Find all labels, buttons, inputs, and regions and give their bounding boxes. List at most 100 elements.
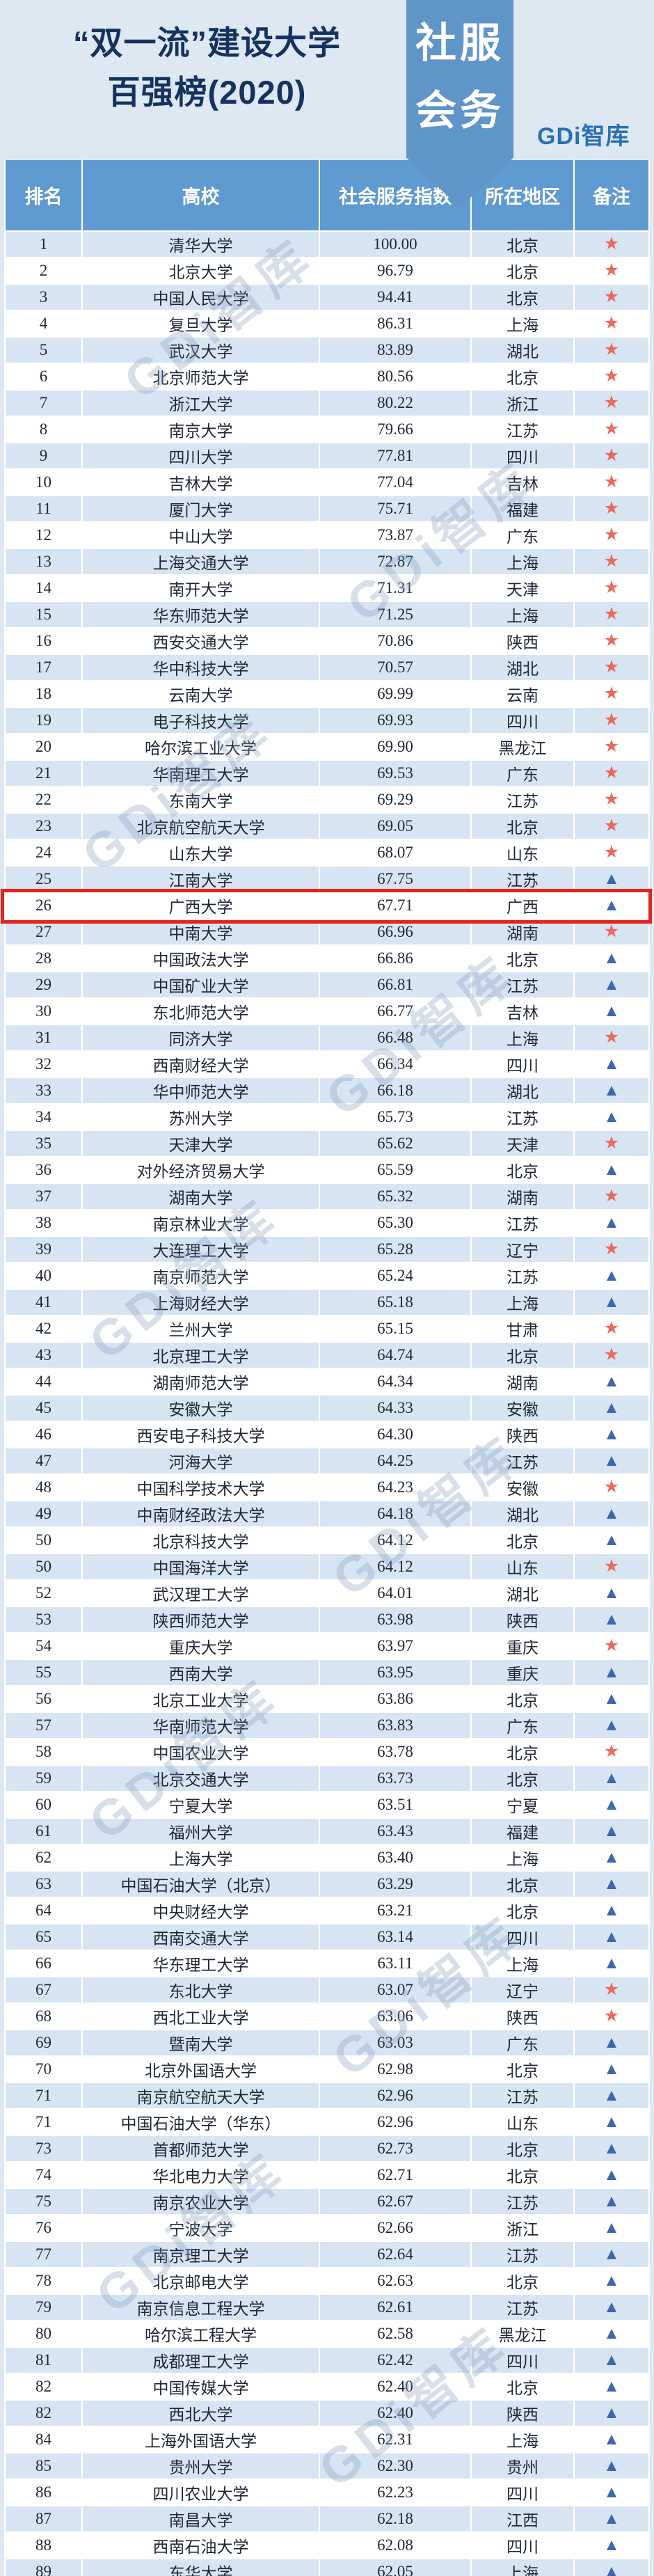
region-cell: 广东 [472,761,575,787]
table-row: 55 西南大学 63.95 重庆 ▲ [4,1660,650,1686]
score-cell: 77.81 [320,443,472,470]
star-icon: ★ [603,1240,620,1258]
university-cell: 南昌大学 [83,2506,320,2533]
university-cell: 贵州大学 [83,2453,320,2480]
region-cell: 湖北 [472,1078,575,1105]
region-cell: 上海 [472,2427,575,2453]
note-cell: ★ [575,655,650,681]
score-cell: 69.93 [320,708,472,734]
university-cell: 东北大学 [83,1977,320,2004]
rank-cell: 71 [4,2083,83,2110]
rank-cell: 71 [4,2110,83,2136]
university-cell: 云南大学 [83,681,320,708]
star-icon: ★ [603,764,620,782]
note-cell: ▲ [575,893,650,919]
triangle-icon: ▲ [603,1161,620,1179]
table-row: 46 西安电子科技大学 64.30 陕西 ▲ [4,1422,650,1448]
university-cell: 山东大学 [83,840,320,867]
table-row: 88 西南石油大学 62.08 四川 ▲ [4,2533,650,2559]
note-cell: ▲ [575,2030,650,2057]
note-cell: ★ [575,1977,650,2004]
university-cell: 哈尔滨工程大学 [83,2321,320,2348]
table-row: 45 安徽大学 64.33 安徽 ▲ [4,1396,650,1422]
score-cell: 64.33 [320,1396,472,1422]
table-row: 10 吉林大学 77.04 吉林 ★ [4,470,650,496]
university-cell: 西南大学 [83,1660,320,1686]
university-cell: 大连理工大学 [83,1237,320,1263]
triangle-icon: ▲ [603,1055,620,1073]
note-cell: ▲ [575,2427,650,2453]
column-header-rank: 排名 [4,160,83,232]
university-cell: 福州大学 [83,1819,320,1845]
score-cell: 62.08 [320,2533,472,2559]
score-cell: 64.34 [320,1369,472,1396]
rank-cell: 23 [4,814,83,840]
note-cell: ▲ [575,2136,650,2163]
university-cell: 华东理工大学 [83,1951,320,1977]
rank-cell: 38 [4,1210,83,1237]
note-cell: ★ [575,311,650,338]
rank-cell: 1 [4,232,83,258]
note-cell: ▲ [575,1422,650,1448]
note-cell: ▲ [575,2506,650,2533]
triangle-icon: ▲ [603,1822,620,1840]
table-row: 60 宁夏大学 63.51 宁夏 ▲ [4,1792,650,1819]
rank-cell: 24 [4,840,83,867]
page-title-line1: “双一流”建设大学 [73,24,341,61]
region-cell: 四川 [472,443,575,470]
university-cell: 北京科技大学 [83,1528,320,1554]
region-cell: 四川 [472,2480,575,2506]
score-cell: 62.98 [320,2057,472,2083]
table-row: 39 大连理工大学 65.28 辽宁 ★ [4,1237,650,1263]
triangle-icon: ▲ [603,1954,620,1973]
region-cell: 江西 [472,2506,575,2533]
rank-cell: 42 [4,1316,83,1343]
star-icon: ★ [603,340,620,359]
triangle-icon: ▲ [603,1373,620,1391]
university-cell: 中南大学 [83,919,320,946]
triangle-icon: ▲ [603,1796,620,1814]
note-cell: ▲ [575,1263,650,1290]
university-cell: 中南财经政法大学 [83,1501,320,1528]
rank-cell: 11 [4,496,83,523]
region-cell: 北京 [472,1872,575,1898]
table-row: 75 南京农业大学 62.67 江苏 ▲ [4,2189,650,2215]
region-cell: 上海 [472,1025,575,1052]
note-cell: ▲ [575,1766,650,1792]
rank-cell: 84 [4,2427,83,2453]
university-cell: 武汉理工大学 [83,1581,320,1607]
university-cell: 西南石油大学 [83,2533,320,2559]
table-row: 9 四川大学 77.81 四川 ★ [4,443,650,470]
university-cell: 宁夏大学 [83,1792,320,1819]
score-cell: 69.05 [320,814,472,840]
region-cell: 湖北 [472,1501,575,1528]
score-cell: 65.62 [320,1131,472,1157]
table-row: 41 上海财经大学 65.18 上海 ▲ [4,1290,650,1316]
note-cell: ▲ [575,2348,650,2374]
note-cell: ★ [575,919,650,946]
university-cell: 西南交通大学 [83,1925,320,1951]
score-cell: 66.81 [320,972,472,999]
triangle-icon: ▲ [603,2140,620,2158]
note-cell: ▲ [575,2110,650,2136]
table-row: 86 四川农业大学 62.23 四川 ▲ [4,2480,650,2506]
note-cell: ★ [575,1131,650,1157]
note-cell: ★ [575,576,650,602]
region-cell: 山东 [472,2110,575,2136]
region-cell: 江苏 [472,2189,575,2215]
rank-cell: 85 [4,2453,83,2480]
table-row: 79 南京信息工程大学 62.61 江苏 ▲ [4,2295,650,2321]
region-cell: 江苏 [472,2242,575,2268]
university-cell: 西北工业大学 [83,2004,320,2030]
table-row: 71 南京航空航天大学 62.96 江苏 ▲ [4,2083,650,2110]
score-cell: 65.73 [320,1105,472,1131]
university-cell: 厦门大学 [83,496,320,523]
table-row: 40 南京师范大学 65.24 江苏 ▲ [4,1263,650,1290]
note-cell: ▲ [575,2374,650,2401]
score-cell: 66.77 [320,999,472,1025]
university-cell: 南京农业大学 [83,2189,320,2215]
triangle-icon: ▲ [603,2404,620,2422]
region-cell: 吉林 [472,470,575,496]
star-icon: ★ [603,737,620,756]
score-cell: 70.57 [320,655,472,681]
